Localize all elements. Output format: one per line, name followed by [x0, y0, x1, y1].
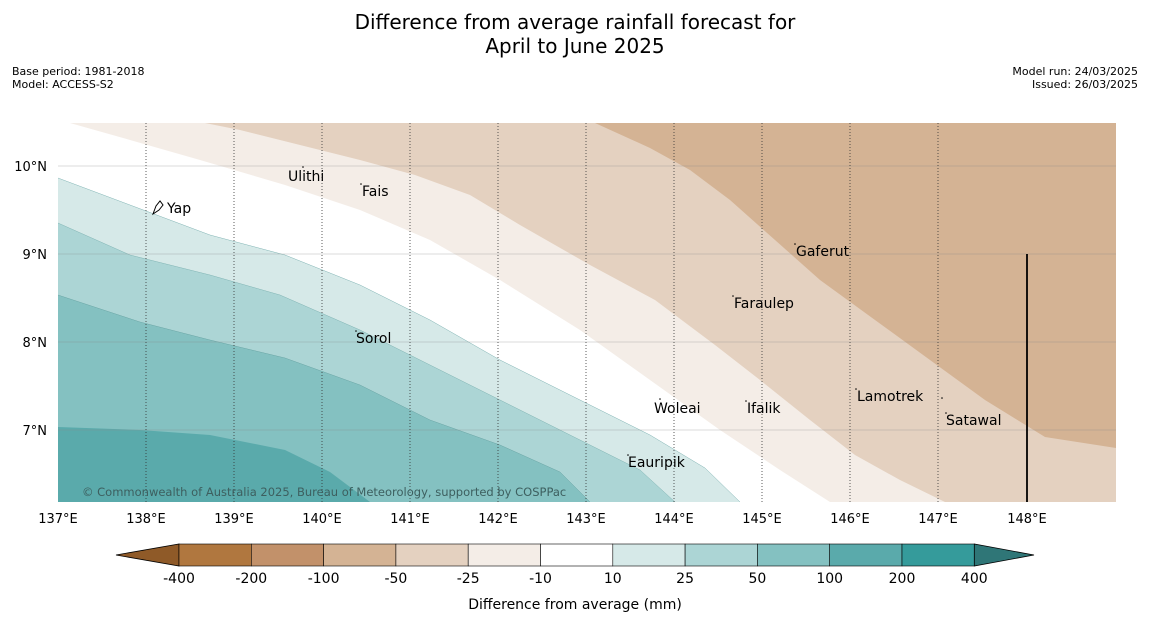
yap-island-outline [151, 200, 164, 216]
colorbar-tick-label: 400 [961, 571, 988, 587]
model-name: Model: ACCESS-S2 [12, 78, 114, 91]
place-label-fais: Fais [362, 184, 389, 200]
colorbar-arrow-low [115, 543, 180, 567]
colorbar-tick-label: -100 [308, 571, 340, 587]
lon-label: 142°E [478, 512, 518, 527]
lon-label: 139°E [214, 512, 254, 527]
colorbar-title: Difference from average (mm) [468, 597, 682, 613]
lat-label: 10°N [14, 160, 47, 175]
run-info: Model run: 24/03/2025 Issued: 26/03/2025 [1012, 65, 1138, 91]
lon-label: 137°E [38, 512, 78, 527]
place-label-faraulep: Faraulep [734, 296, 794, 312]
lon-label: 143°E [566, 512, 606, 527]
contour-band-100-200 [58, 427, 370, 502]
colorbar-tick-label: 100 [816, 571, 843, 587]
colorbar-tick-label: 25 [676, 571, 694, 587]
place-label-gaferut: Gaferut [796, 244, 850, 260]
colorbar-tick-label: -10 [529, 571, 552, 587]
lat-label: 9°N [23, 248, 48, 263]
colorbar-segment [612, 543, 686, 567]
colorbar-segment [684, 543, 758, 567]
lon-label: 148°E [1007, 512, 1047, 527]
lat-label: 8°N [23, 336, 48, 351]
colorbar-tick-label: -25 [457, 571, 480, 587]
place-label-sorol: Sorol [356, 331, 391, 347]
colorbar [115, 543, 1035, 567]
longitude-labels: 137°E 138°E 139°E 140°E 141°E 142°E 143°… [38, 512, 1047, 527]
title-line-2: April to June 2025 [485, 34, 665, 58]
copyright-notice: © Commonwealth of Australia 2025, Bureau… [82, 485, 566, 499]
place-label-yap: Yap [166, 201, 191, 217]
lon-label: 140°E [302, 512, 342, 527]
colorbar-segment [395, 543, 469, 567]
colorbar-segment [829, 543, 903, 567]
colorbar-tick-label: -200 [235, 571, 267, 587]
longitude-gridlines [145, 123, 939, 502]
colorbar-tick-label: -50 [384, 571, 407, 587]
model-run: Model run: 24/03/2025 [1012, 65, 1138, 78]
lon-label: 147°E [918, 512, 958, 527]
colorbar-tick-label: 200 [889, 571, 916, 587]
contour-band--100--50 [595, 123, 1116, 448]
rainfall-contours [58, 123, 1116, 502]
place-label-satawal: Satawal [946, 413, 1001, 429]
colorbar-segment [467, 543, 541, 567]
place-label-ifalik: Ifalik [747, 401, 781, 417]
colorbar-segment [251, 543, 324, 567]
lon-label: 138°E [126, 512, 166, 527]
colorbar-tick-label: -400 [163, 571, 195, 587]
lon-label: 141°E [390, 512, 430, 527]
colorbar-tick-labels: -400 -200 -100 -50 -25 -10 10 25 50 100 200 400 [163, 571, 988, 587]
colorbar-segment [540, 543, 614, 567]
colorbar-segment [901, 543, 975, 567]
model-info: Base period: 1981-2018 Model: ACCESS-S2 [12, 65, 144, 91]
title-line-1: Difference from average rainfall forecas… [354, 10, 796, 34]
colorbar-arrow-high [973, 543, 1035, 567]
latitude-labels: 10°N 9°N 8°N 7°N [14, 160, 47, 439]
place-label-ulithi: Ulithi [288, 169, 324, 185]
place-labels: Yap Ulithi Fais Sorol Gaferut Faraulep W… [166, 169, 1001, 471]
lon-label: 145°E [742, 512, 782, 527]
colorbar-tick-label: 50 [748, 571, 766, 587]
colorbar-segment [757, 543, 831, 567]
island-markers [302, 166, 947, 456]
colorbar-segment [323, 543, 397, 567]
map-title: Difference from average rainfall forecas… [0, 10, 1150, 58]
base-period: Base period: 1981-2018 [12, 65, 145, 78]
colorbar-segment [178, 543, 252, 567]
lon-label: 144°E [654, 512, 694, 527]
place-label-lamotrek: Lamotrek [857, 389, 924, 405]
lat-label: 7°N [23, 424, 48, 439]
lon-label: 146°E [830, 512, 870, 527]
issued-date: Issued: 26/03/2025 [1031, 78, 1138, 91]
place-label-woleai: Woleai [654, 401, 701, 417]
colorbar-tick-label: 10 [604, 571, 622, 587]
place-label-eauripik: Eauripik [628, 455, 686, 471]
